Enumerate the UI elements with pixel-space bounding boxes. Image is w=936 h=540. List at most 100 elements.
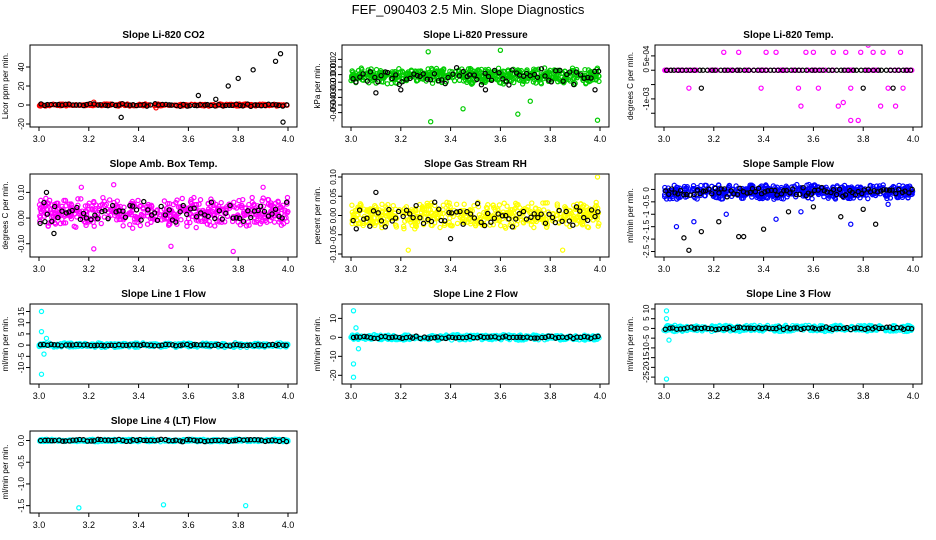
x-tick-label: 3.8 <box>232 134 245 144</box>
data-point <box>529 200 535 206</box>
data-point <box>260 203 267 210</box>
reference-point <box>420 220 427 227</box>
data-point <box>504 203 510 209</box>
x-tick-label: 3.8 <box>857 391 870 401</box>
data-point <box>385 201 391 208</box>
reference-point <box>724 194 730 200</box>
data-point <box>535 66 542 72</box>
reference-point <box>713 326 719 333</box>
reference-point <box>191 205 197 211</box>
reference-point <box>216 208 222 214</box>
x-tick-label: 3.4 <box>132 264 145 274</box>
reference-point <box>367 223 373 229</box>
reference-point <box>552 335 559 341</box>
data-point <box>246 201 252 208</box>
reference-point <box>99 208 105 215</box>
reference-point <box>736 233 742 240</box>
y-axis-label: degrees C per min. <box>626 52 635 120</box>
reference-point <box>373 90 379 96</box>
reference-point <box>219 216 225 222</box>
x-tick-label: 3.8 <box>857 134 870 144</box>
data-point <box>166 201 173 207</box>
reference-point <box>573 69 580 75</box>
reference-point <box>585 74 591 81</box>
data-point <box>45 223 52 229</box>
data-point <box>848 221 854 227</box>
data-point <box>52 201 58 208</box>
reference-point <box>236 215 243 222</box>
reference-point <box>370 208 377 214</box>
reference-point <box>815 187 821 193</box>
data-point <box>178 217 184 223</box>
data-point <box>509 207 516 213</box>
data-point <box>262 217 269 224</box>
data-point <box>380 79 386 85</box>
reference-point <box>223 102 229 109</box>
reference-point <box>790 186 796 192</box>
data-point <box>880 49 886 56</box>
plot-frame <box>29 430 298 514</box>
data-point <box>554 203 561 209</box>
reference-point <box>672 190 678 196</box>
reference-point <box>188 342 194 349</box>
reference-point <box>513 216 519 222</box>
x-tick-label: 3.4 <box>132 520 145 530</box>
y-tick-label: 10 <box>17 318 26 327</box>
reference-point <box>875 67 882 73</box>
reference-point <box>431 71 438 77</box>
x-tick-label: 3.6 <box>182 134 195 144</box>
reference-point <box>751 325 757 332</box>
reference-point <box>797 191 803 198</box>
reference-point <box>850 67 857 73</box>
data-point <box>703 182 709 189</box>
data-point <box>843 49 849 56</box>
data-point <box>426 217 432 224</box>
reference-point <box>442 80 448 87</box>
data-point <box>425 66 431 72</box>
reference-point <box>542 73 548 79</box>
reference-point <box>353 334 360 340</box>
reference-point <box>353 79 359 85</box>
panel-title: Slope Sample Flow <box>743 159 834 170</box>
reference-point <box>745 325 751 331</box>
reference-point <box>438 77 445 83</box>
data-point <box>744 67 750 73</box>
reference-point <box>237 342 243 348</box>
reference-point <box>166 207 172 213</box>
data-point <box>179 195 185 202</box>
reference-point <box>205 213 211 220</box>
reference-point <box>851 325 858 331</box>
data-point <box>413 223 420 230</box>
reference-point <box>449 334 456 341</box>
reference-point <box>805 190 812 196</box>
data-point <box>254 203 261 209</box>
reference-point <box>545 333 552 339</box>
reference-point <box>118 114 124 121</box>
x-tick-label: 3.0 <box>658 391 671 401</box>
y-tick-label: 0.01 <box>329 59 338 75</box>
data-point <box>238 202 245 209</box>
reference-point <box>830 187 837 193</box>
reference-point <box>503 212 509 219</box>
reference-point <box>95 102 101 108</box>
reference-point <box>154 217 161 224</box>
reference-point <box>432 199 438 205</box>
data-point <box>168 243 174 249</box>
data-point <box>91 246 97 252</box>
reference-point <box>184 103 190 109</box>
reference-point <box>399 79 405 85</box>
data-point <box>412 206 419 212</box>
x-tick-label: 3.0 <box>345 391 358 401</box>
series-points <box>36 181 291 255</box>
reference-point <box>556 207 562 214</box>
y-tick-label: -25 <box>642 371 651 383</box>
data-point <box>531 224 537 231</box>
reference-point <box>592 334 598 340</box>
series-points <box>36 308 291 377</box>
data-point <box>370 69 377 76</box>
reference-point <box>425 335 431 341</box>
reference-point <box>833 325 839 331</box>
panel-title: Slope Line 1 Flow <box>121 289 206 300</box>
data-point <box>246 222 252 228</box>
plot-frame <box>654 44 923 128</box>
